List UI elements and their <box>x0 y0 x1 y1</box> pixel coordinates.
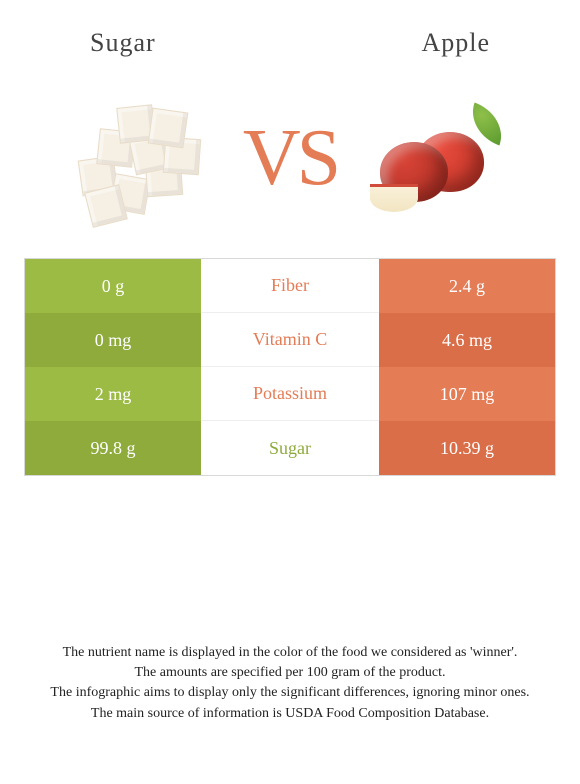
nutrient-comparison-table: 0 gFiber2.4 g0 mgVitamin C4.6 mg2 mgPota… <box>24 258 556 476</box>
footer-line: The nutrient name is displayed in the co… <box>40 643 540 663</box>
nutrient-label-cell: Potassium <box>201 367 379 421</box>
right-value-cell: 10.39 g <box>379 421 555 475</box>
header: Sugar Apple <box>0 0 580 68</box>
table-row: 2 mgPotassium107 mg <box>25 367 555 421</box>
nutrient-label-cell: Sugar <box>201 421 379 475</box>
apple-icon <box>360 88 520 228</box>
right-value-cell: 107 mg <box>379 367 555 421</box>
nutrient-label-cell: Vitamin C <box>201 313 379 367</box>
footer-notes: The nutrient name is displayed in the co… <box>0 643 580 724</box>
sugar-cubes-icon <box>60 88 220 228</box>
vs-label: VS <box>243 113 337 204</box>
left-value-cell: 0 g <box>25 259 201 313</box>
right-value-cell: 2.4 g <box>379 259 555 313</box>
right-food-title: Apple <box>421 28 490 58</box>
table-row: 0 gFiber2.4 g <box>25 259 555 313</box>
table-row: 99.8 gSugar10.39 g <box>25 421 555 475</box>
footer-line: The amounts are specified per 100 gram o… <box>40 663 540 683</box>
left-value-cell: 0 mg <box>25 313 201 367</box>
left-food-title: Sugar <box>90 28 156 58</box>
table-row: 0 mgVitamin C4.6 mg <box>25 313 555 367</box>
left-value-cell: 2 mg <box>25 367 201 421</box>
hero-row: VS <box>0 68 580 258</box>
nutrient-label-cell: Fiber <box>201 259 379 313</box>
footer-line: The infographic aims to display only the… <box>40 683 540 703</box>
right-value-cell: 4.6 mg <box>379 313 555 367</box>
footer-line: The main source of information is USDA F… <box>40 704 540 724</box>
left-value-cell: 99.8 g <box>25 421 201 475</box>
